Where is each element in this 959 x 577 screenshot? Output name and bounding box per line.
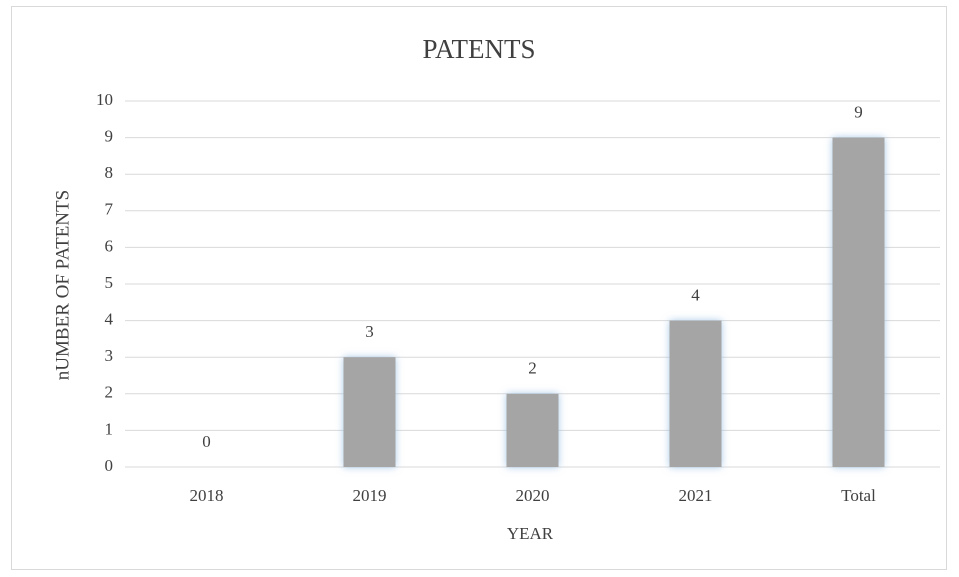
x-tick-label: 2020 (516, 486, 550, 505)
y-tick-label: 10 (96, 90, 113, 109)
data-label: 4 (691, 286, 700, 305)
bar (832, 137, 885, 467)
x-tick-label: 2019 (353, 486, 387, 505)
y-tick-label: 9 (105, 127, 114, 146)
chart-border (11, 6, 947, 570)
x-axis-label: YEAR (507, 524, 554, 543)
data-label: 0 (202, 432, 211, 451)
bar (506, 393, 559, 467)
bar (343, 357, 396, 467)
y-tick-label: 1 (105, 419, 114, 438)
y-tick-label: 6 (105, 236, 114, 255)
data-label: 3 (365, 322, 374, 341)
data-label: 9 (854, 103, 863, 122)
x-tick-label: 2018 (190, 486, 224, 505)
y-tick-label: 2 (105, 383, 114, 402)
y-axis-label: nUMBER OF PATENTS (52, 190, 73, 380)
bar (669, 320, 722, 467)
y-tick-label: 4 (105, 310, 114, 329)
chart-title: PATENTS (422, 34, 535, 64)
y-tick-label: 7 (105, 200, 114, 219)
y-tick-label: 5 (105, 273, 114, 292)
x-tick-label: Total (841, 486, 876, 505)
y-tick-label: 0 (105, 456, 114, 475)
x-tick-label: 2021 (679, 486, 713, 505)
data-label: 2 (528, 359, 537, 378)
y-tick-label: 8 (105, 163, 114, 182)
y-tick-label: 3 (105, 346, 114, 365)
